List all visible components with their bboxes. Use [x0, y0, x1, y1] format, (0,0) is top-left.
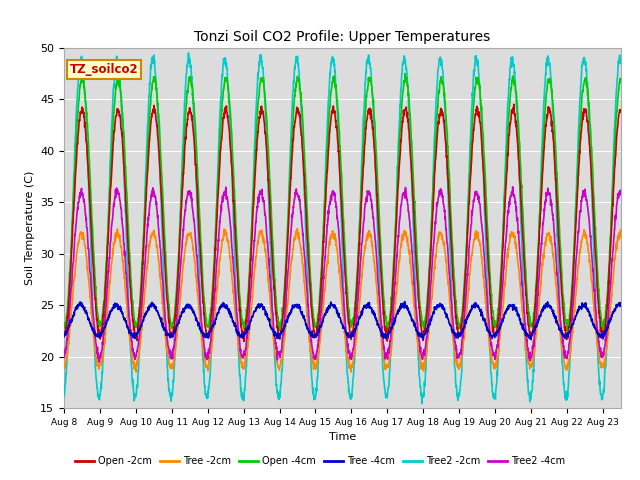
Legend: Open -2cm, Tree -2cm, Open -4cm, Tree -4cm, Tree2 -2cm, Tree2 -4cm: Open -2cm, Tree -2cm, Open -4cm, Tree -4…	[71, 453, 569, 470]
X-axis label: Time: Time	[329, 432, 356, 442]
Text: TZ_soilco2: TZ_soilco2	[70, 63, 138, 76]
Title: Tonzi Soil CO2 Profile: Upper Temperatures: Tonzi Soil CO2 Profile: Upper Temperatur…	[195, 30, 490, 44]
Y-axis label: Soil Temperature (C): Soil Temperature (C)	[24, 171, 35, 285]
